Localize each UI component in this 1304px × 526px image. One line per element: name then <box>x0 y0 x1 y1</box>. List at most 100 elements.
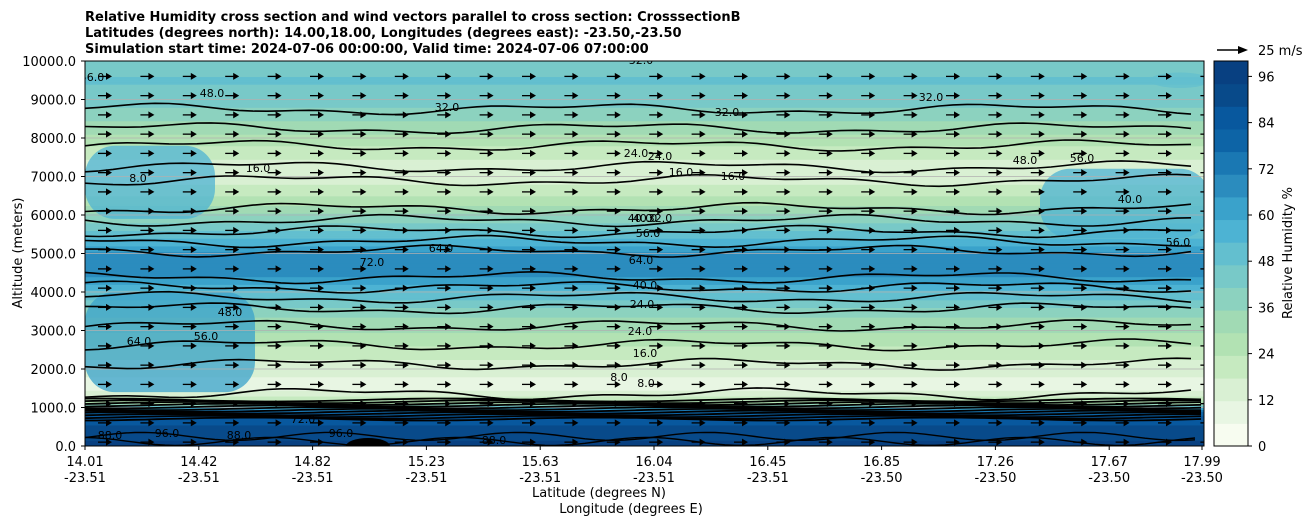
wind-vector <box>1158 92 1172 100</box>
wind-vector <box>1030 284 1045 292</box>
wind-vector-head <box>572 438 579 446</box>
wind-vector <box>140 149 155 157</box>
rh-field-band <box>85 276 1204 280</box>
wind-vector-head <box>742 303 748 311</box>
wind-vector <box>606 149 621 157</box>
wind-vector <box>1115 72 1130 80</box>
wind-vector-head <box>657 226 664 234</box>
wind-vector <box>691 303 706 311</box>
wind-vector-head <box>190 400 197 408</box>
wind-vector <box>818 149 833 157</box>
wind-vector <box>691 438 706 446</box>
wind-vector-head <box>445 188 452 196</box>
wind-vector-head <box>360 111 367 119</box>
wind-vector <box>988 323 1003 331</box>
wind-vector <box>649 342 664 350</box>
wind-vector-head <box>318 207 324 215</box>
wind-vector-head <box>954 265 960 273</box>
wind-vector-head <box>530 323 536 331</box>
wind-vector <box>776 149 791 157</box>
rh-field-band <box>85 318 1204 322</box>
colorbar-tick-label: 72 <box>1258 163 1275 178</box>
wind-vector-head <box>1038 92 1045 100</box>
wind-vector-head <box>360 207 367 215</box>
wind-vector <box>776 111 791 119</box>
colorbar-swatch <box>1214 400 1248 424</box>
wind-vector-head <box>954 303 960 311</box>
x-axis-label-latitude: Latitude (degrees N) <box>532 486 666 501</box>
wind-vector <box>988 303 1003 311</box>
wind-vector-head <box>614 188 621 196</box>
rh-field-band <box>85 332 1204 335</box>
wind-vector-head <box>572 265 579 273</box>
wind-vector-head <box>1166 92 1172 100</box>
wind-reference-label: 25 m/s <box>1258 44 1303 59</box>
wind-vector <box>734 303 748 311</box>
wind-vector-head <box>360 265 367 273</box>
wind-vector-head <box>106 92 112 100</box>
wind-vector <box>861 188 876 196</box>
wind-vector-head <box>487 207 494 215</box>
rh-field-band <box>85 193 1204 197</box>
wind-vector <box>352 419 367 427</box>
rh-field-band <box>85 420 1204 424</box>
wind-vector <box>310 207 324 215</box>
wind-vector <box>946 149 960 157</box>
rh-field-band <box>85 238 1204 241</box>
wind-vector-head <box>657 169 664 177</box>
wind-vector <box>776 323 791 331</box>
wind-vector <box>818 207 833 215</box>
wind-vector-head <box>360 226 367 234</box>
wind-vector <box>946 400 960 408</box>
wind-vector <box>98 284 112 292</box>
rh-field-band <box>85 76 1204 79</box>
wind-vector <box>352 284 367 292</box>
wind-vector <box>522 111 536 119</box>
rh-field-band <box>85 380 1204 384</box>
wind-vector <box>310 284 324 292</box>
wind-vector <box>1115 438 1130 446</box>
wind-vector <box>140 303 155 311</box>
wind-vector-head <box>445 72 452 80</box>
wind-vector <box>988 111 1003 119</box>
wind-vector-head <box>148 303 155 311</box>
wind-vector-head <box>996 130 1003 138</box>
wind-vector <box>479 303 494 311</box>
wind-vector-head <box>869 303 876 311</box>
wind-vector <box>946 303 960 311</box>
wind-vector <box>182 72 197 80</box>
wind-vector <box>564 438 579 446</box>
contour-label: 32.0 <box>678 51 703 64</box>
x-axis-label-longitude: Longitude (degrees E) <box>559 502 703 517</box>
wind-vector <box>861 303 876 311</box>
wind-vector-head <box>1038 226 1045 234</box>
wind-vector-head <box>869 400 876 408</box>
wind-vector-head <box>1166 380 1172 388</box>
wind-vector <box>1073 380 1088 388</box>
contour-label: 48.0 <box>218 306 243 319</box>
wind-vector-head <box>1123 72 1130 80</box>
wind-vector-head <box>530 169 536 177</box>
wind-vector-head <box>148 323 155 331</box>
wind-vector <box>903 92 918 100</box>
wind-vector <box>988 72 1003 80</box>
wind-vector <box>98 207 112 215</box>
wind-vector <box>394 92 409 100</box>
wind-vector-head <box>530 92 536 100</box>
rh-field-band <box>85 288 1204 291</box>
wind-vector-head <box>530 380 536 388</box>
wind-vector <box>691 361 706 369</box>
wind-vector <box>182 207 197 215</box>
colorbar-tick-label: 48 <box>1258 255 1275 270</box>
wind-vector-head <box>445 342 452 350</box>
wind-vector <box>988 246 1003 254</box>
rh-field-band <box>85 203 1204 206</box>
wind-vector-head <box>784 188 791 196</box>
wind-vector-head <box>742 149 748 157</box>
wind-vector <box>437 438 452 446</box>
wind-vector <box>1073 323 1088 331</box>
contour-label: 56.0 <box>80 71 105 84</box>
wind-vector <box>946 380 960 388</box>
wind-vectors <box>98 72 1204 446</box>
